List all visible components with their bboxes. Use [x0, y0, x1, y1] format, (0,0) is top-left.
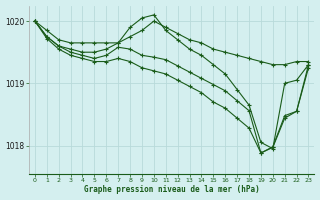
X-axis label: Graphe pression niveau de la mer (hPa): Graphe pression niveau de la mer (hPa): [84, 185, 260, 194]
